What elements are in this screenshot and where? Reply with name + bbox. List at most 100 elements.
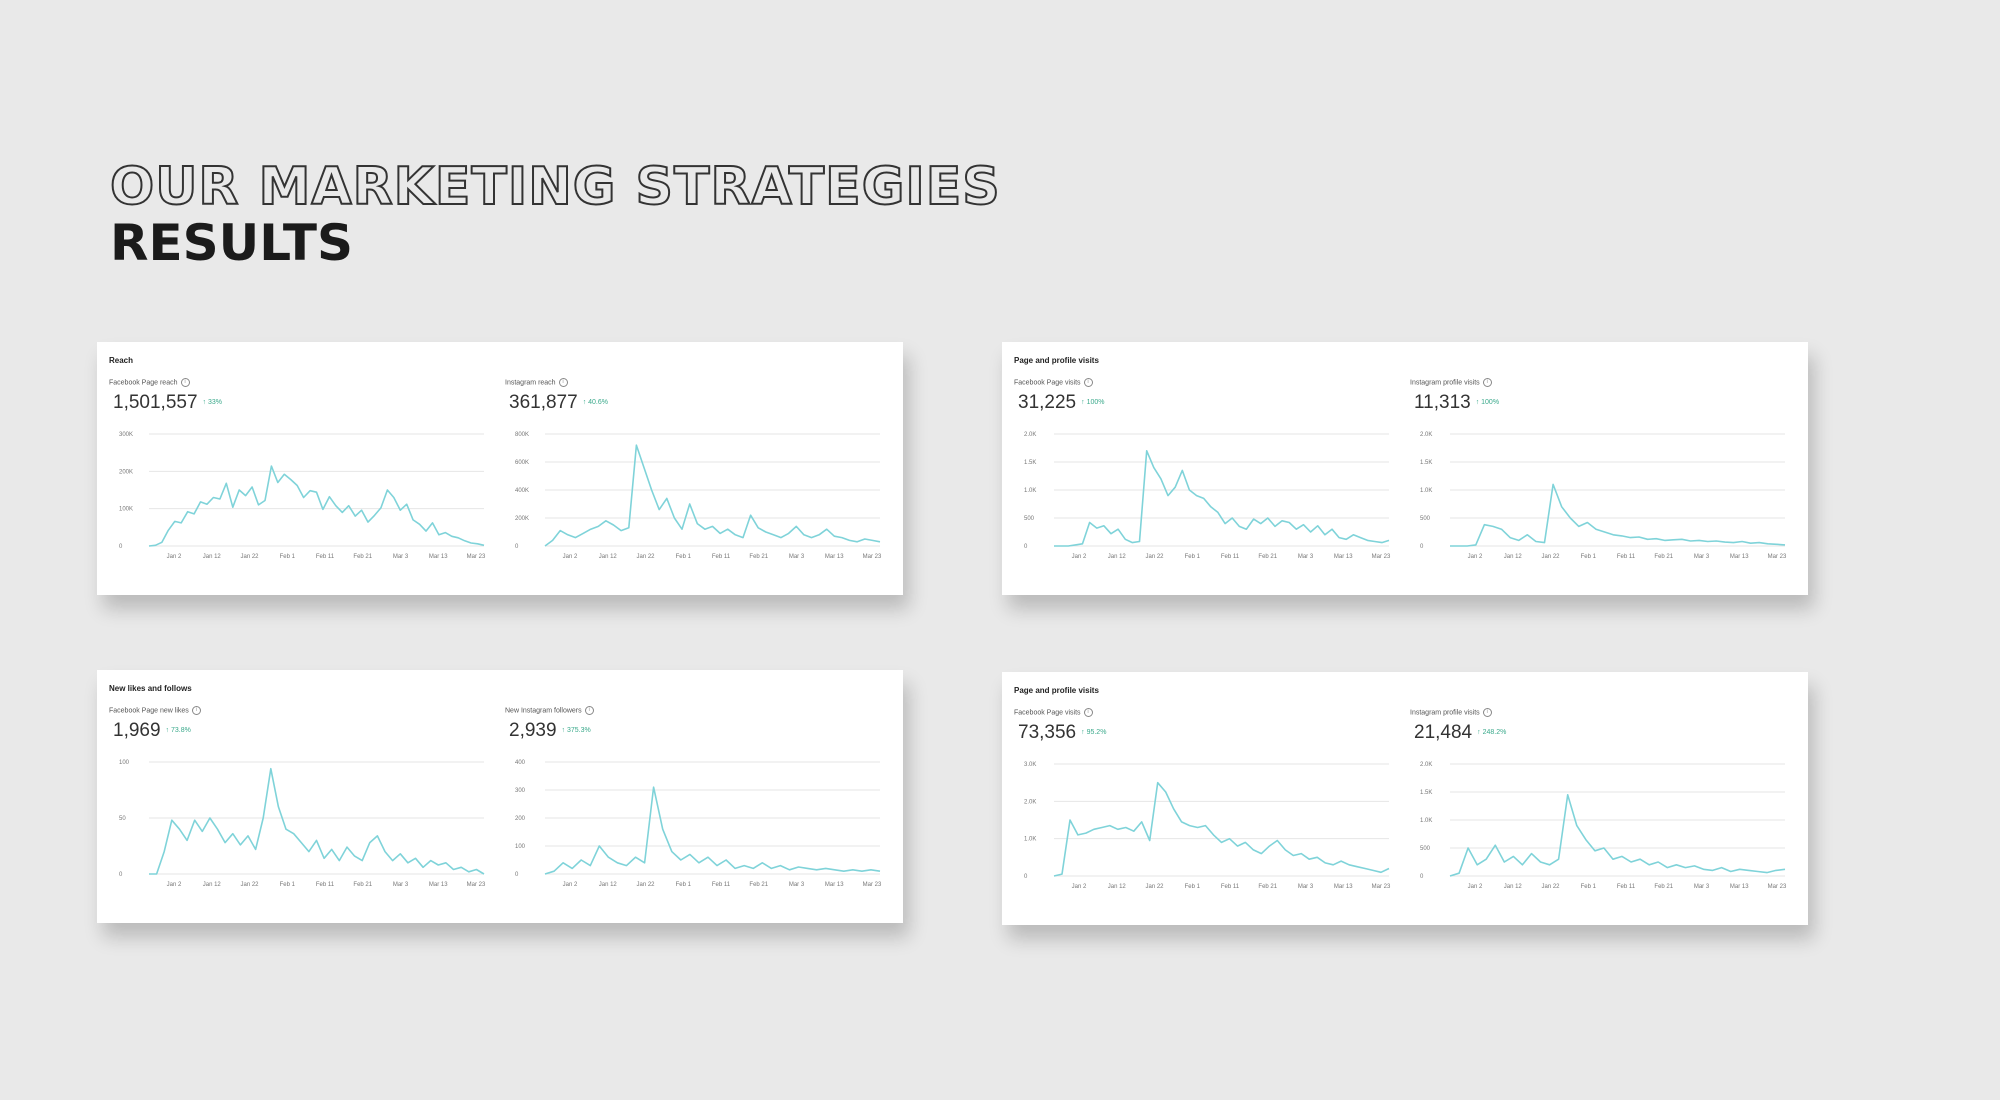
metric-change: ↑ 375.3% (561, 727, 591, 735)
x-tick-label: Jan 22 (240, 882, 259, 888)
y-tick-label: 600K (515, 460, 529, 466)
x-tick-label: Feb 21 (1654, 884, 1673, 890)
panel-label: New Instagram followers (505, 707, 582, 715)
x-tick-label: Feb 1 (280, 882, 296, 888)
panel-facebook-likes: Facebook Page new likes i 1,969 ↑ 73.8% 10… (109, 706, 499, 916)
series-line (1450, 483, 1786, 547)
x-tick-label: Mar 3 (1298, 554, 1314, 560)
heading-line-2: RESULTS (110, 214, 353, 272)
y-tick-label: 0 (1024, 874, 1028, 880)
x-tick-label: Mar 13 (825, 882, 844, 888)
x-tick-label: Mar 3 (1298, 884, 1314, 890)
x-tick-label: Mar 13 (1730, 554, 1749, 560)
x-tick-label: Feb 1 (1185, 884, 1201, 890)
line-chart: 2.0K 1.5K 1.0K 500 0 Jan 2 Jan 12 Jan 22 Feb 1 Fe… (1420, 762, 1787, 890)
info-icon[interactable]: i (180, 378, 190, 387)
x-tick-label: Feb 1 (1185, 554, 1201, 560)
info-icon[interactable]: i (1083, 708, 1093, 717)
panel-label: Facebook Page visits (1014, 379, 1081, 387)
x-tick-label: Mar 3 (393, 882, 409, 888)
info-icon[interactable]: i (1482, 708, 1492, 717)
line-chart: 300K 200K 100K 0 Jan 2 Jan 12 Jan 22 Feb 1 Feb 1… (119, 432, 486, 560)
info-icon[interactable]: i (584, 706, 594, 715)
series-line (1053, 781, 1390, 877)
y-tick-label: 200K (119, 469, 133, 475)
y-tick-label: 3.0K (1024, 762, 1036, 768)
x-tick-label: Feb 21 (1258, 884, 1277, 890)
x-tick-label: Feb 1 (676, 882, 692, 888)
x-tick-label: Jan 2 (563, 882, 578, 888)
line-chart: 400 300 200 100 0 Jan 2 Jan 12 Jan 22 Feb 1 Feb 1… (515, 760, 882, 888)
x-tick-label: Jan 22 (1541, 884, 1560, 890)
x-tick-label: Mar 3 (1694, 554, 1710, 560)
series-line (1054, 449, 1390, 547)
x-tick-label: Feb 11 (316, 882, 335, 888)
x-tick-label: Feb 11 (1617, 884, 1636, 890)
x-tick-label: Mar 13 (429, 882, 448, 888)
info-icon[interactable]: i (558, 378, 568, 387)
info-icon[interactable]: i (191, 706, 201, 715)
y-tick-label: 400 (515, 760, 526, 766)
y-tick-label: 1.0K (1420, 488, 1432, 494)
metric-change: ↑ 100% (1475, 399, 1500, 407)
y-tick-label: 500 (1420, 516, 1431, 522)
metric-value: 2,939 (509, 720, 557, 741)
x-tick-label: Jan 12 (203, 882, 222, 888)
y-tick-label: 400K (515, 488, 529, 494)
metric-value: 31,225 (1018, 392, 1077, 413)
panel-label: Instagram profile visits (1410, 709, 1480, 717)
x-tick-label: Mar 13 (1334, 554, 1353, 560)
series-line (148, 465, 485, 547)
y-tick-label: 800K (515, 432, 529, 438)
y-tick-label: 1.0K (1420, 818, 1432, 824)
x-tick-label: Feb 11 (712, 882, 731, 888)
card-title: New likes and follows (109, 684, 192, 693)
series-line (149, 767, 485, 875)
panel-facebook-visits-2: Facebook Page visits i 73,356 ↑ 95.2% 3.0K… (1014, 708, 1404, 918)
card-title: Page and profile visits (1014, 686, 1099, 695)
x-tick-label: Jan 22 (240, 554, 259, 560)
y-tick-label: 2.0K (1024, 432, 1036, 438)
x-tick-label: Jan 12 (1108, 884, 1127, 890)
y-tick-label: 0 (1420, 874, 1424, 880)
info-icon[interactable]: i (1482, 378, 1492, 387)
x-tick-label: Feb 1 (280, 554, 296, 560)
x-tick-label: Mar 23 (467, 554, 486, 560)
info-icon[interactable]: i (1083, 378, 1093, 387)
y-tick-label: 200 (515, 816, 526, 822)
x-tick-label: Mar 23 (1768, 554, 1787, 560)
metric-change: ↑ 95.2% (1081, 729, 1107, 737)
x-tick-label: Mar 3 (1694, 884, 1710, 890)
card-title: Page and profile visits (1014, 356, 1099, 365)
y-tick-label: 2.0K (1420, 432, 1432, 438)
line-chart: 2.0K 1.5K 1.0K 500 0 Jan 2 Jan 12 Jan 22 Feb 1 Fe… (1420, 432, 1787, 560)
y-tick-label: 1.5K (1024, 460, 1036, 466)
line-chart: 100 50 0 Jan 2 Jan 12 Jan 22 Feb 1 Feb 11 Feb 21… (119, 760, 486, 888)
x-tick-label: Feb 21 (1654, 554, 1673, 560)
x-tick-label: Jan 2 (167, 554, 182, 560)
x-tick-label: Feb 11 (712, 554, 731, 560)
card-title: Reach (109, 356, 134, 365)
x-tick-label: Jan 12 (599, 554, 618, 560)
y-tick-label: 100 (515, 844, 526, 850)
metric-value: 1,969 (113, 720, 161, 741)
x-tick-label: Jan 2 (1072, 884, 1087, 890)
x-tick-label: Mar 23 (863, 554, 882, 560)
x-tick-label: Jan 22 (1145, 884, 1164, 890)
x-tick-label: Feb 11 (1617, 554, 1636, 560)
x-tick-label: Jan 2 (1468, 554, 1483, 560)
x-tick-label: Jan 2 (563, 554, 578, 560)
x-tick-label: Jan 22 (1541, 554, 1560, 560)
x-tick-label: Jan 22 (636, 882, 655, 888)
x-tick-label: Feb 11 (316, 554, 335, 560)
panel-instagram-visits: Instagram profile visits i 11,313 ↑ 100% 2… (1410, 378, 1800, 588)
line-chart: 2.0K 1.5K 1.0K 500 0 Jan 2 Jan 12 Jan 22 Feb 1 Fe… (1024, 432, 1391, 560)
line-chart: 3.0K 2.0K 1.0K 0 Jan 2 Jan 12 Jan 22 Feb 1 Feb 1… (1024, 762, 1391, 890)
y-tick-label: 0 (1420, 544, 1424, 550)
x-tick-label: Jan 12 (599, 882, 618, 888)
x-tick-label: Mar 3 (393, 554, 409, 560)
x-tick-label: Feb 1 (1581, 884, 1597, 890)
x-tick-label: Jan 22 (1145, 554, 1164, 560)
x-tick-label: Jan 12 (203, 554, 222, 560)
x-tick-label: Mar 13 (429, 554, 448, 560)
